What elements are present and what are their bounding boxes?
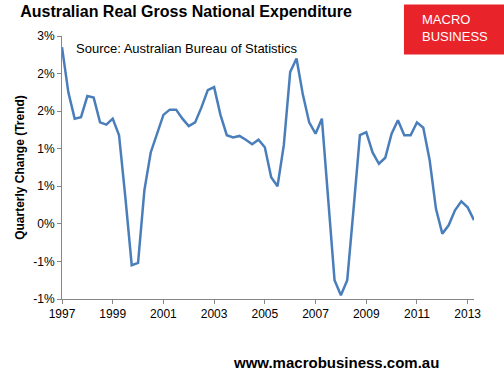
svg-text:1%: 1% bbox=[37, 179, 55, 193]
svg-text:Australian Real Gross National: Australian Real Gross National Expenditu… bbox=[20, 3, 352, 20]
svg-text:2007: 2007 bbox=[302, 307, 329, 321]
svg-text:www.macrobusiness.com.au: www.macrobusiness.com.au bbox=[233, 354, 439, 371]
svg-text:2009: 2009 bbox=[353, 307, 380, 321]
svg-text:-1%: -1% bbox=[33, 255, 55, 269]
svg-text:1997: 1997 bbox=[49, 307, 76, 321]
svg-text:Source: Australian Bureau of S: Source: Australian Bureau of Statistics bbox=[76, 41, 298, 56]
svg-text:-1%: -1% bbox=[33, 292, 55, 306]
svg-text:2013: 2013 bbox=[454, 307, 481, 321]
svg-text:1%: 1% bbox=[37, 142, 55, 156]
svg-text:2001: 2001 bbox=[150, 307, 177, 321]
svg-text:3%: 3% bbox=[37, 29, 55, 43]
svg-text:2%: 2% bbox=[37, 104, 55, 118]
svg-text:2005: 2005 bbox=[251, 307, 278, 321]
svg-text:Quarterly Change (Trend): Quarterly Change (Trend) bbox=[13, 95, 27, 240]
svg-text:2011: 2011 bbox=[404, 307, 430, 321]
svg-text:2003: 2003 bbox=[201, 307, 228, 321]
svg-text:0%: 0% bbox=[37, 217, 55, 231]
svg-text:1999: 1999 bbox=[99, 307, 126, 321]
svg-text:2%: 2% bbox=[37, 67, 55, 81]
svg-text:MACROBUSINESS: MACROBUSINESS bbox=[422, 12, 488, 44]
